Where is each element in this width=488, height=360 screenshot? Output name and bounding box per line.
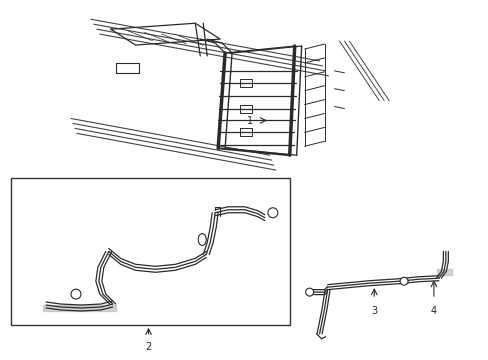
Ellipse shape bbox=[198, 234, 206, 246]
Circle shape bbox=[71, 289, 81, 299]
Text: 1: 1 bbox=[246, 116, 252, 126]
Circle shape bbox=[305, 288, 313, 296]
Text: 4: 4 bbox=[430, 306, 436, 316]
Bar bbox=[11, 178, 289, 325]
Text: 2: 2 bbox=[145, 342, 151, 352]
Text: 3: 3 bbox=[370, 306, 377, 316]
Circle shape bbox=[267, 208, 277, 218]
Circle shape bbox=[399, 277, 407, 285]
